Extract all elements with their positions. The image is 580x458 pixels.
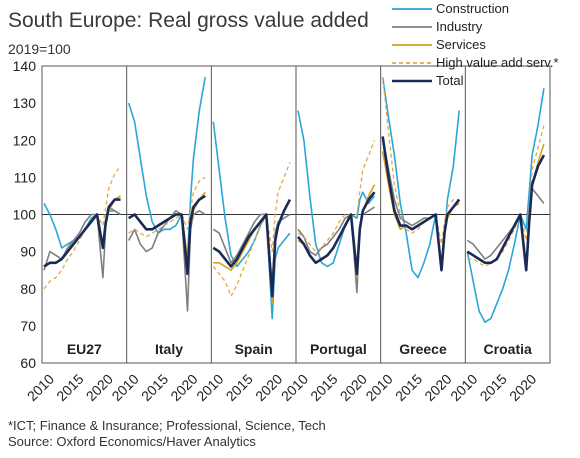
chart-subtitle: 2019=100 [8,41,71,57]
x-tick-label: 2010 [193,371,226,404]
series-line-industry [127,210,206,312]
legend-label-hvas: High value add serv.* [436,55,559,70]
panel-label: EU27 [67,341,102,357]
panel-italy: Italy [126,66,206,363]
panel-portugal: Portugal [295,66,376,363]
series-line-construction [297,110,376,268]
panel-spain: Spain [210,66,292,363]
panels: EU27 Italy Spain Portugal Greece Croatia [41,65,551,364]
series-line-total [212,198,292,298]
y-tick-label: 120 [13,132,37,148]
x-tick-label: 2020 [421,371,454,404]
y-tick-label: 100 [13,207,37,223]
legend-label-construction: Construction [436,1,509,16]
panel-eu27: EU27 [43,165,122,357]
y-tick-label: 70 [20,318,36,334]
legend-label-industry: Industry [436,19,483,34]
series-line-industry [297,206,375,294]
x-tick-label: 2010 [24,371,57,404]
chart-title: South Europe: Real gross value added [8,9,369,32]
legend-label-services: Services [436,37,486,52]
x-tick-label: 2015 [138,371,171,404]
series-line-hvas [467,125,545,268]
panel-croatia: Croatia [464,66,546,363]
source-note: Source: Oxford Economics/Haver Analytics [8,434,256,449]
series-line-services [128,191,206,260]
x-tick-label: 2020 [167,371,200,404]
y-axis: 60 70 80 90 100 110 120 130 140 [13,58,43,371]
plot-frame [41,65,551,364]
series-line-construction [466,88,545,323]
x-tick-label: 2015 [477,371,510,404]
panel-label: Croatia [484,341,532,357]
series-line-total [43,198,121,268]
y-tick-label: 90 [20,244,36,260]
series-line-hvas [297,140,376,253]
footnote: *ICT; Finance & Insurance; Professional,… [8,418,326,433]
legend: Construction Industry Services High value a… [392,1,559,88]
x-tick-label: 2010 [447,371,480,404]
y-tick-label: 130 [13,95,37,111]
x-tick-label: 2020 [252,371,285,404]
x-tick-label: 2015 [223,371,256,404]
series-line-services [466,143,545,268]
series-line-total [381,136,461,272]
x-tick-label: 2015 [307,371,340,404]
series-line-total [296,191,376,276]
series-line-total [128,194,206,276]
series-line-hvas [212,162,291,297]
y-tick-label: 60 [20,355,36,371]
series-line-hvas [128,176,206,238]
y-tick-label: 140 [13,58,37,74]
x-axis: 2010201520202010201520202010201520202010… [24,371,540,404]
series-line-industry [43,206,121,279]
series-line-total [466,154,546,272]
x-tick-label: 2010 [362,371,395,404]
x-tick-label: 2010 [108,371,141,404]
legend-label-total: Total [436,73,464,88]
panel-label: Spain [235,341,273,357]
x-tick-label: 2020 [337,371,370,404]
x-tick-label: 2020 [506,371,539,404]
y-tick-label: 80 [20,281,36,297]
series-line-construction [212,121,291,320]
series-line-construction [127,76,206,260]
panel-label: Greece [399,341,447,357]
x-tick-label: 2015 [53,371,86,404]
y-tick-label: 110 [14,169,37,185]
x-tick-label: 2010 [278,371,311,404]
x-tick-label: 2020 [83,371,116,404]
panel-label: Portugal [310,341,367,357]
panel-label: Italy [155,341,183,357]
panel-greece: Greece [380,66,461,363]
x-tick-label: 2015 [392,371,425,404]
